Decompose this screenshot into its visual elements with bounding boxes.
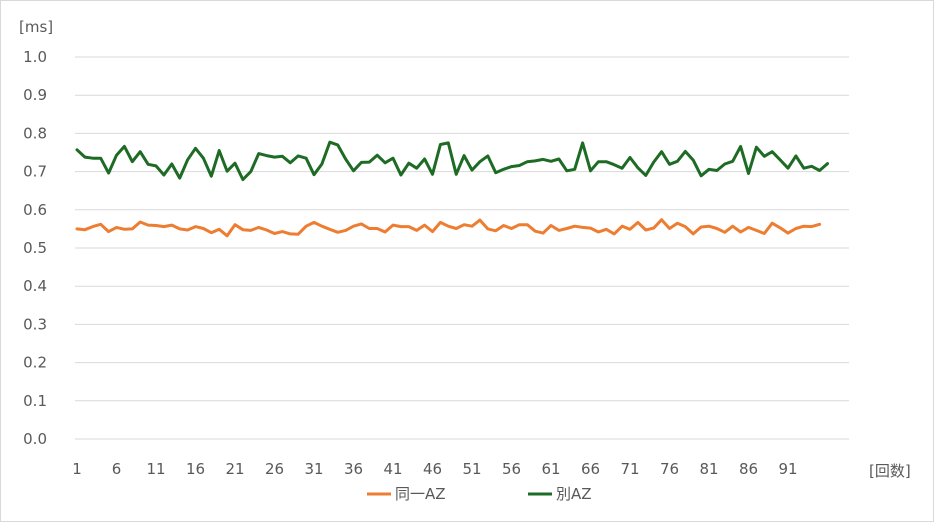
x-tick-label: 11 — [146, 460, 165, 478]
x-tick-label: 61 — [541, 460, 560, 478]
gridlines — [75, 56, 849, 440]
y-tick-label: 0.3 — [23, 315, 47, 333]
y-tick-label: 0.2 — [23, 354, 47, 372]
x-tick-label: 1 — [72, 460, 82, 478]
x-tick-label: 26 — [265, 460, 284, 478]
x-tick-label: 16 — [186, 460, 205, 478]
y-axis-ticks: 0.0 0.1 0.2 0.3 0.4 0.5 0.6 0.7 0.8 0.9 1.0 — [23, 48, 47, 448]
x-tick-label: 6 — [112, 460, 122, 478]
x-tick-label: 31 — [304, 460, 323, 478]
x-tick-label: 76 — [660, 460, 679, 478]
y-tick-label: 0.5 — [23, 239, 47, 257]
legend-label-2: 別AZ — [556, 485, 592, 503]
x-tick-label: 71 — [620, 460, 639, 478]
x-tick-label: 51 — [462, 460, 481, 478]
legend: 同一AZ 別AZ — [367, 485, 592, 503]
x-tick-label: 86 — [739, 460, 758, 478]
x-tick-label: 41 — [383, 460, 402, 478]
x-tick-label: 56 — [502, 460, 521, 478]
series-line-1 — [75, 218, 822, 238]
x-axis-ticks: 1 6 11 16 21 26 31 36 41 46 51 56 61 66 71 76 81 86 91 — [72, 460, 797, 478]
x-tick-label: 81 — [699, 460, 718, 478]
series-lines — [75, 140, 829, 238]
x-tick-label: 91 — [778, 460, 797, 478]
y-tick-label: 0.6 — [23, 201, 47, 219]
x-tick-label: 46 — [423, 460, 442, 478]
y-tick-label: 0.1 — [23, 392, 47, 410]
y-tick-label: 0.9 — [23, 86, 47, 104]
x-tick-label: 36 — [344, 460, 363, 478]
series-line-2 — [75, 140, 829, 182]
y-tick-label: 1.0 — [23, 48, 47, 66]
x-tick-label: 21 — [225, 460, 244, 478]
x-axis-unit-label: [回数] — [869, 462, 911, 480]
y-tick-label: 0.4 — [23, 277, 47, 295]
y-tick-label: 0.8 — [23, 124, 47, 142]
legend-label-1: 同一AZ — [395, 485, 446, 503]
y-tick-label: 0.7 — [23, 163, 47, 181]
x-tick-label: 66 — [581, 460, 600, 478]
y-tick-label: 0.0 — [23, 430, 47, 448]
y-axis-unit-label: [ms] — [19, 18, 53, 36]
